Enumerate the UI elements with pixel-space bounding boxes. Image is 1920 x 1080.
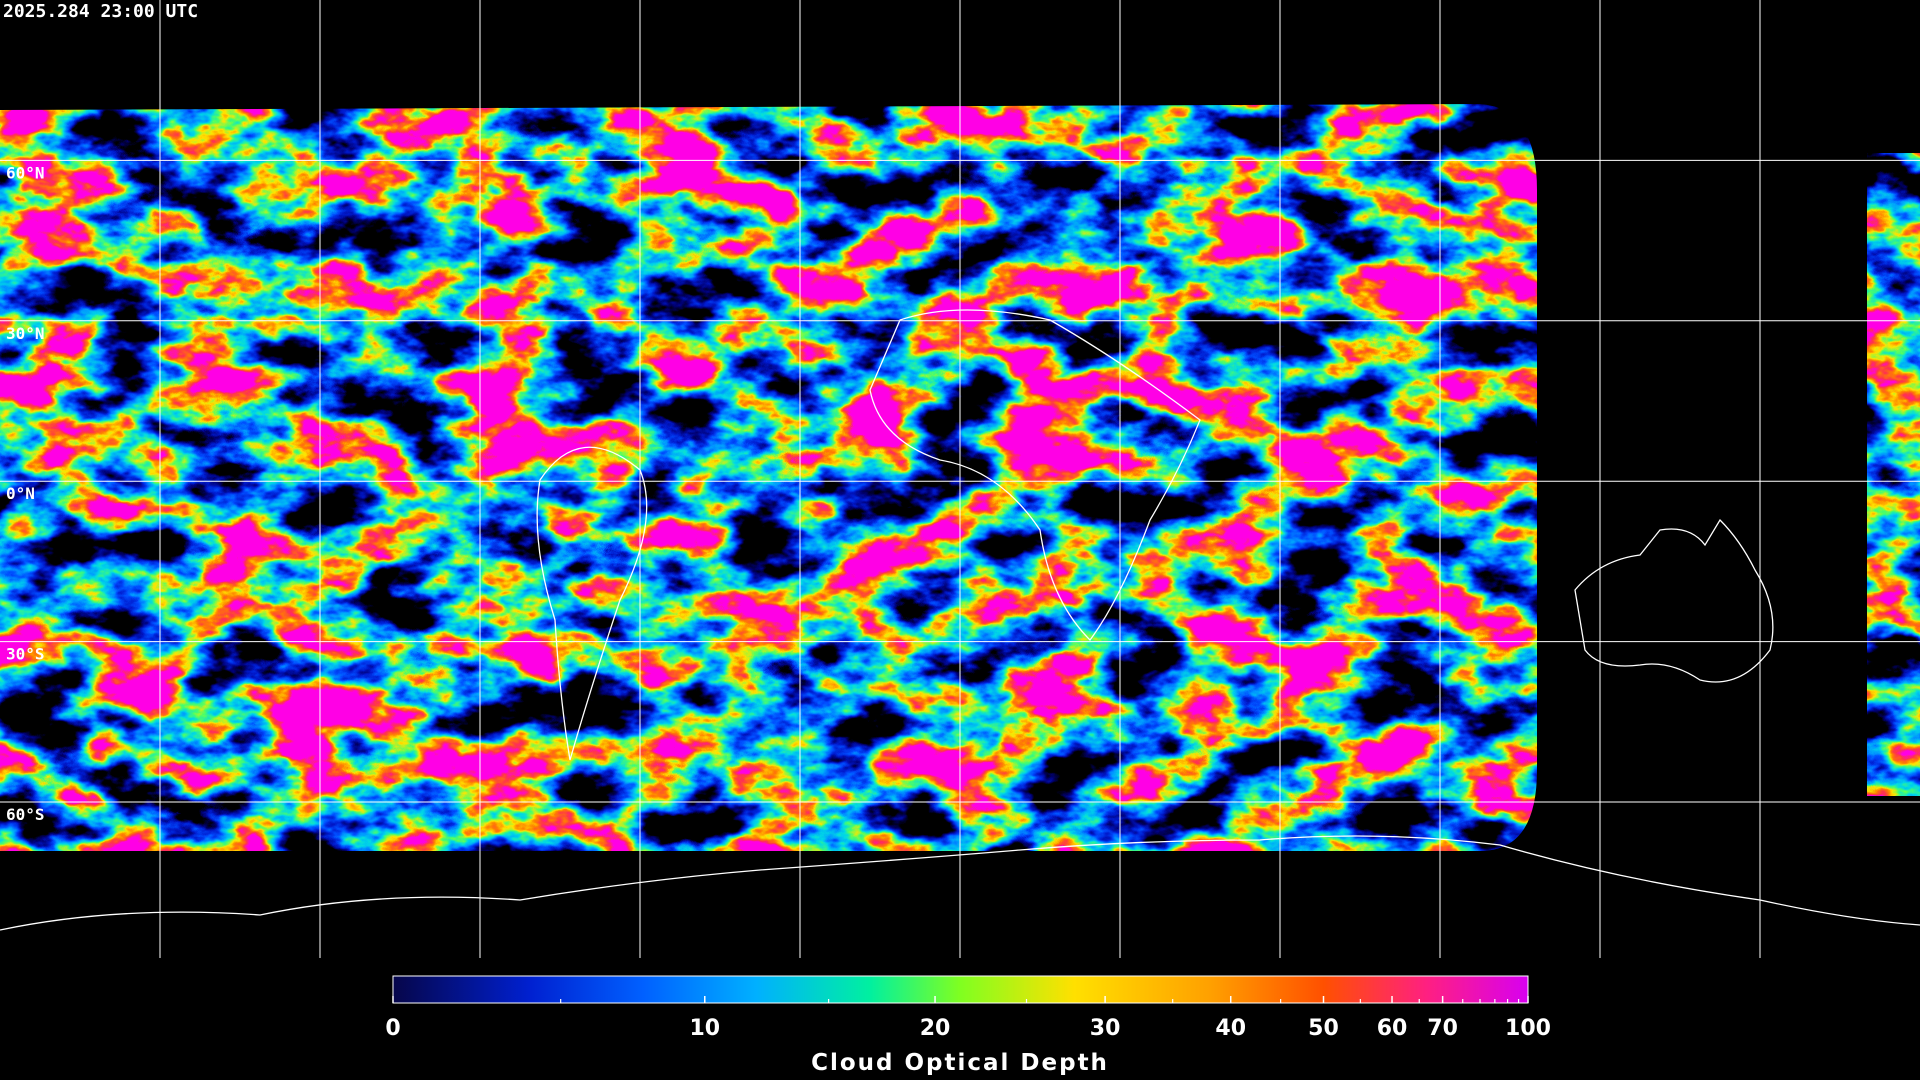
colorbar-tick-label: 100 xyxy=(1505,1016,1551,1041)
lat-label: 30°S xyxy=(6,645,45,664)
timestamp: 2025.284 23:00 UTC xyxy=(3,1,198,22)
colorbar-tick-label: 20 xyxy=(920,1016,951,1041)
coastline xyxy=(536,446,648,761)
colorbar-tick-label: 70 xyxy=(1427,1016,1458,1041)
coastline xyxy=(869,309,1201,641)
lat-label: 60°S xyxy=(6,805,45,824)
colorbar-tick-label: 40 xyxy=(1215,1016,1246,1041)
colorbar xyxy=(392,975,1529,1004)
colorbar-tick-label: 60 xyxy=(1377,1016,1408,1041)
colorbar-tick-label: 50 xyxy=(1308,1016,1339,1041)
lat-label: 30°N xyxy=(6,324,45,343)
longitude-grid xyxy=(159,0,1761,958)
lat-label: 0°N xyxy=(6,484,35,503)
colorbar-tick-label: 10 xyxy=(689,1016,720,1041)
latitude-grid: 60°N 30°N 0°N 30°S 60°S xyxy=(0,159,1920,824)
lat-label: 60°N xyxy=(6,163,45,182)
colorbar-tick-label: 0 xyxy=(385,1016,400,1041)
colorbar-tick-label: 30 xyxy=(1090,1016,1121,1041)
colorbar-title: Cloud Optical Depth xyxy=(811,1050,1109,1076)
colorbar-ticks: 0 10 20 30 40 50 60 70 100 xyxy=(385,996,1551,1041)
coastline xyxy=(1574,518,1774,683)
